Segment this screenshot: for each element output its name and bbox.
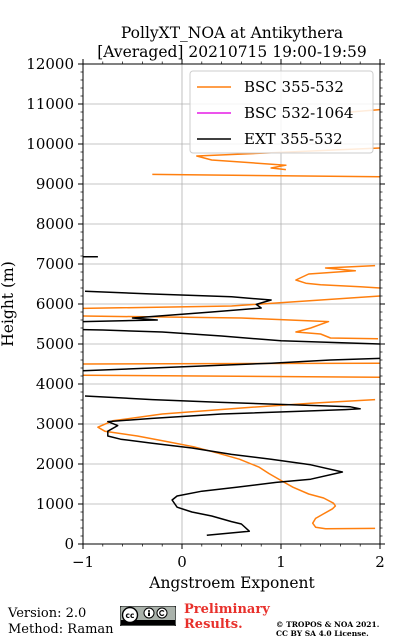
x-axis-label: Angstroem Exponent bbox=[148, 574, 315, 592]
y-tick-label-2: 2000 bbox=[36, 455, 74, 473]
series-line-2 bbox=[82, 256, 381, 536]
y-tick-label-11: 11000 bbox=[26, 95, 74, 113]
y-tick-label-6: 6000 bbox=[36, 295, 74, 313]
y-tick-label-3: 3000 bbox=[36, 415, 74, 433]
y-tick-label-8: 8000 bbox=[36, 215, 74, 233]
x-tick-label-3: 2 bbox=[375, 553, 385, 571]
copyright-line-2: CC BY SA 4.0 License. bbox=[276, 629, 369, 638]
y-tick-label-10: 10000 bbox=[26, 135, 74, 153]
legend-frame bbox=[189, 70, 374, 154]
x-tick-label-1: 0 bbox=[177, 553, 187, 571]
x-ticks: −1 0 1 2 bbox=[72, 59, 385, 571]
legend-label-2: EXT 355-532 bbox=[244, 130, 343, 148]
y-tick-label-0: 0 bbox=[64, 535, 74, 553]
y-tick-label-9: 9000 bbox=[36, 175, 74, 193]
x-tick-label-2: 1 bbox=[276, 553, 286, 571]
x-tick-label-0: −1 bbox=[72, 553, 94, 571]
preliminary-notice: Preliminary Results. bbox=[184, 602, 270, 632]
cc-by-sa-logo: cc bbox=[120, 606, 176, 626]
legend: BSC 355-532 BSC 532-1064 EXT 355-532 bbox=[189, 70, 374, 154]
series-layer bbox=[82, 108, 381, 536]
y-tick-label-1: 1000 bbox=[36, 495, 74, 513]
y-tick-label-7: 7000 bbox=[36, 255, 74, 273]
copyright-line-1: © TROPOS & NOA 2021. bbox=[276, 620, 380, 629]
series-line-0 bbox=[82, 108, 381, 530]
copyright-notice: © TROPOS & NOA 2021. CC BY SA 4.0 Licens… bbox=[276, 620, 379, 638]
chart-subtitle: [Averaged] 20210715 19:00-19:59 bbox=[97, 43, 367, 61]
legend-label-0: BSC 355-532 bbox=[244, 78, 344, 96]
preliminary-line-2: Results. bbox=[184, 617, 243, 632]
preliminary-line-1: Preliminary bbox=[184, 602, 270, 617]
y-tick-label-4: 4000 bbox=[36, 375, 74, 393]
svg-text:cc: cc bbox=[126, 611, 135, 620]
version-text: Version: 2.0 bbox=[8, 606, 87, 621]
y-tick-label-12: 12000 bbox=[26, 55, 74, 73]
y-tick-label-5: 5000 bbox=[36, 335, 74, 353]
method-text: Method: Raman bbox=[8, 622, 114, 637]
y-axis-label: Height (m) bbox=[0, 261, 17, 347]
y-ticks: 0 1000 2000 3000 4000 5000 6000 7000 8000 9000 100… bbox=[26, 55, 385, 553]
chart-title: PollyXT_NOA at Antikythera bbox=[121, 24, 343, 42]
legend-label-1: BSC 532-1064 bbox=[244, 104, 353, 122]
